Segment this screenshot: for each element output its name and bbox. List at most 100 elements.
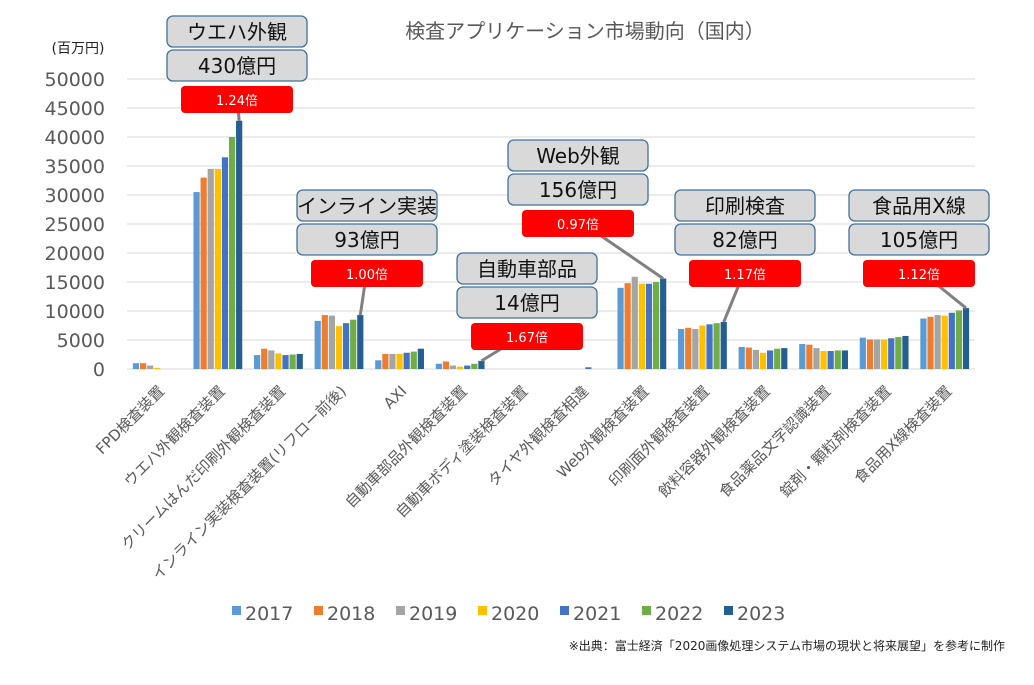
bar-2023	[720, 322, 727, 369]
callout-amount: 430億円	[198, 54, 276, 78]
y-axis-ticks: 0 5000 10000 15000 20000 25000 30000 35000 40000…	[45, 69, 105, 381]
bar-2020	[638, 283, 645, 369]
legend-swatch	[478, 606, 487, 615]
x-tick-label: 自動車部品外観検査装置	[342, 382, 471, 511]
ratio-text: 1.24倍	[216, 94, 258, 109]
callout-amount: 82億円	[712, 228, 777, 252]
y-tick-label: 25000	[45, 214, 105, 236]
x-tick-label: 錠剤・顆粒剤検査装置	[776, 382, 895, 501]
bar-2023	[962, 308, 970, 369]
bar-2020	[820, 351, 827, 369]
bar-2022	[350, 319, 357, 369]
chart-title: 検査アプリケーション市場動向（国内）	[405, 19, 765, 43]
bar-2019	[813, 348, 820, 369]
bar-2018	[321, 315, 328, 369]
x-axis-ticks: FPD検査装置ウエハ外観検査装置クリームはんだ印刷外観検査装置インライン実装検査…	[92, 382, 955, 583]
ratio-badge	[522, 210, 634, 237]
x-tick-label: 飲料容器外観検査装置	[655, 382, 774, 501]
callout-name-box	[848, 189, 990, 222]
legend-item-2022: 2022	[642, 603, 703, 625]
bar-2020	[275, 353, 282, 369]
bar-2018	[624, 283, 631, 369]
ratio-text: 0.97倍	[557, 218, 599, 233]
callout-amount-box	[507, 173, 649, 206]
bar-2017	[617, 287, 624, 369]
bar-2020	[396, 353, 403, 369]
callout-amount-box	[848, 223, 990, 256]
x-tick-label: タイヤ外観検査相違	[484, 382, 592, 490]
bar-2018	[866, 339, 874, 369]
bar-2023	[296, 353, 303, 369]
bar-2018	[200, 177, 207, 369]
bar-2022	[652, 282, 660, 369]
legend-label: 2020	[491, 603, 539, 625]
bar-2021	[888, 338, 895, 369]
legend: 2017 2018 2019 2020 2021 2022 2023	[232, 603, 785, 625]
bar-2018	[382, 353, 389, 369]
callout-name-box	[507, 139, 649, 172]
legend-swatch	[560, 606, 569, 615]
ratio-text: 1.00倍	[346, 268, 388, 283]
x-tick-label: ウエハ外観検査装置	[120, 382, 228, 490]
callout: 食品用X線 105億円 1.12倍	[848, 189, 990, 310]
bar-2022	[228, 137, 236, 369]
callout: インライン実装 93億円 1.00倍	[296, 189, 438, 316]
bar-2020	[759, 352, 767, 369]
ratio-badge	[471, 323, 583, 350]
bar-2017	[799, 344, 806, 369]
legend-item-2018: 2018	[314, 603, 375, 625]
bar-2022	[471, 363, 478, 369]
bar-2019	[873, 339, 881, 369]
callout-name: 自動車部品	[477, 257, 577, 281]
callout-name-box	[296, 189, 438, 222]
legend-item-2023: 2023	[724, 603, 785, 625]
legend-swatch	[396, 606, 405, 615]
bar-2017	[678, 328, 685, 369]
callout-amount-box	[296, 223, 438, 256]
bar-2020	[941, 315, 948, 369]
bar-2019	[631, 276, 638, 369]
legend-label: 2019	[409, 603, 457, 625]
bar-2022	[774, 348, 781, 369]
bar-2019	[752, 349, 759, 369]
callout-name-box	[456, 252, 598, 285]
bar-2018	[806, 344, 813, 369]
bar-2021	[221, 157, 229, 369]
ratio-badge	[181, 86, 293, 113]
legend-item-2017: 2017	[232, 603, 293, 625]
bar-2020	[335, 326, 343, 369]
bar-2023	[660, 278, 667, 369]
bar-2018	[139, 363, 147, 369]
callout-name: Web外観	[536, 144, 620, 168]
bar-2023	[902, 335, 909, 369]
bar-2019	[328, 315, 335, 369]
bar-2017	[132, 363, 140, 369]
y-tick-label: 30000	[45, 185, 105, 207]
bar-2022	[410, 351, 417, 369]
bar-2021	[403, 352, 410, 369]
bar-2019	[147, 365, 154, 369]
y-tick-label: 20000	[45, 243, 105, 265]
bar-2023	[357, 315, 364, 369]
legend-label: 2017	[245, 603, 293, 625]
legend-swatch	[642, 606, 651, 615]
bar-2017	[435, 363, 442, 369]
x-tick-label: 食品薬品文字認識装置	[716, 382, 835, 501]
y-tick-label: 0	[93, 359, 105, 381]
bar-2023	[236, 120, 243, 369]
bar-2019	[692, 328, 699, 369]
bar-2022	[289, 354, 296, 369]
bar-2021	[343, 323, 350, 369]
bar-2020	[881, 339, 888, 369]
bar-2018	[261, 348, 268, 369]
x-tick-label: AXI	[380, 382, 410, 412]
bar-2020	[214, 168, 221, 369]
bar-2021	[706, 324, 713, 369]
y-tick-label: 50000	[45, 69, 105, 91]
y-tick-label: 45000	[45, 98, 105, 120]
bar-2017	[193, 192, 200, 369]
bar-2023	[781, 348, 788, 369]
bar-2023	[841, 350, 848, 369]
legend-item-2021: 2021	[560, 603, 621, 625]
